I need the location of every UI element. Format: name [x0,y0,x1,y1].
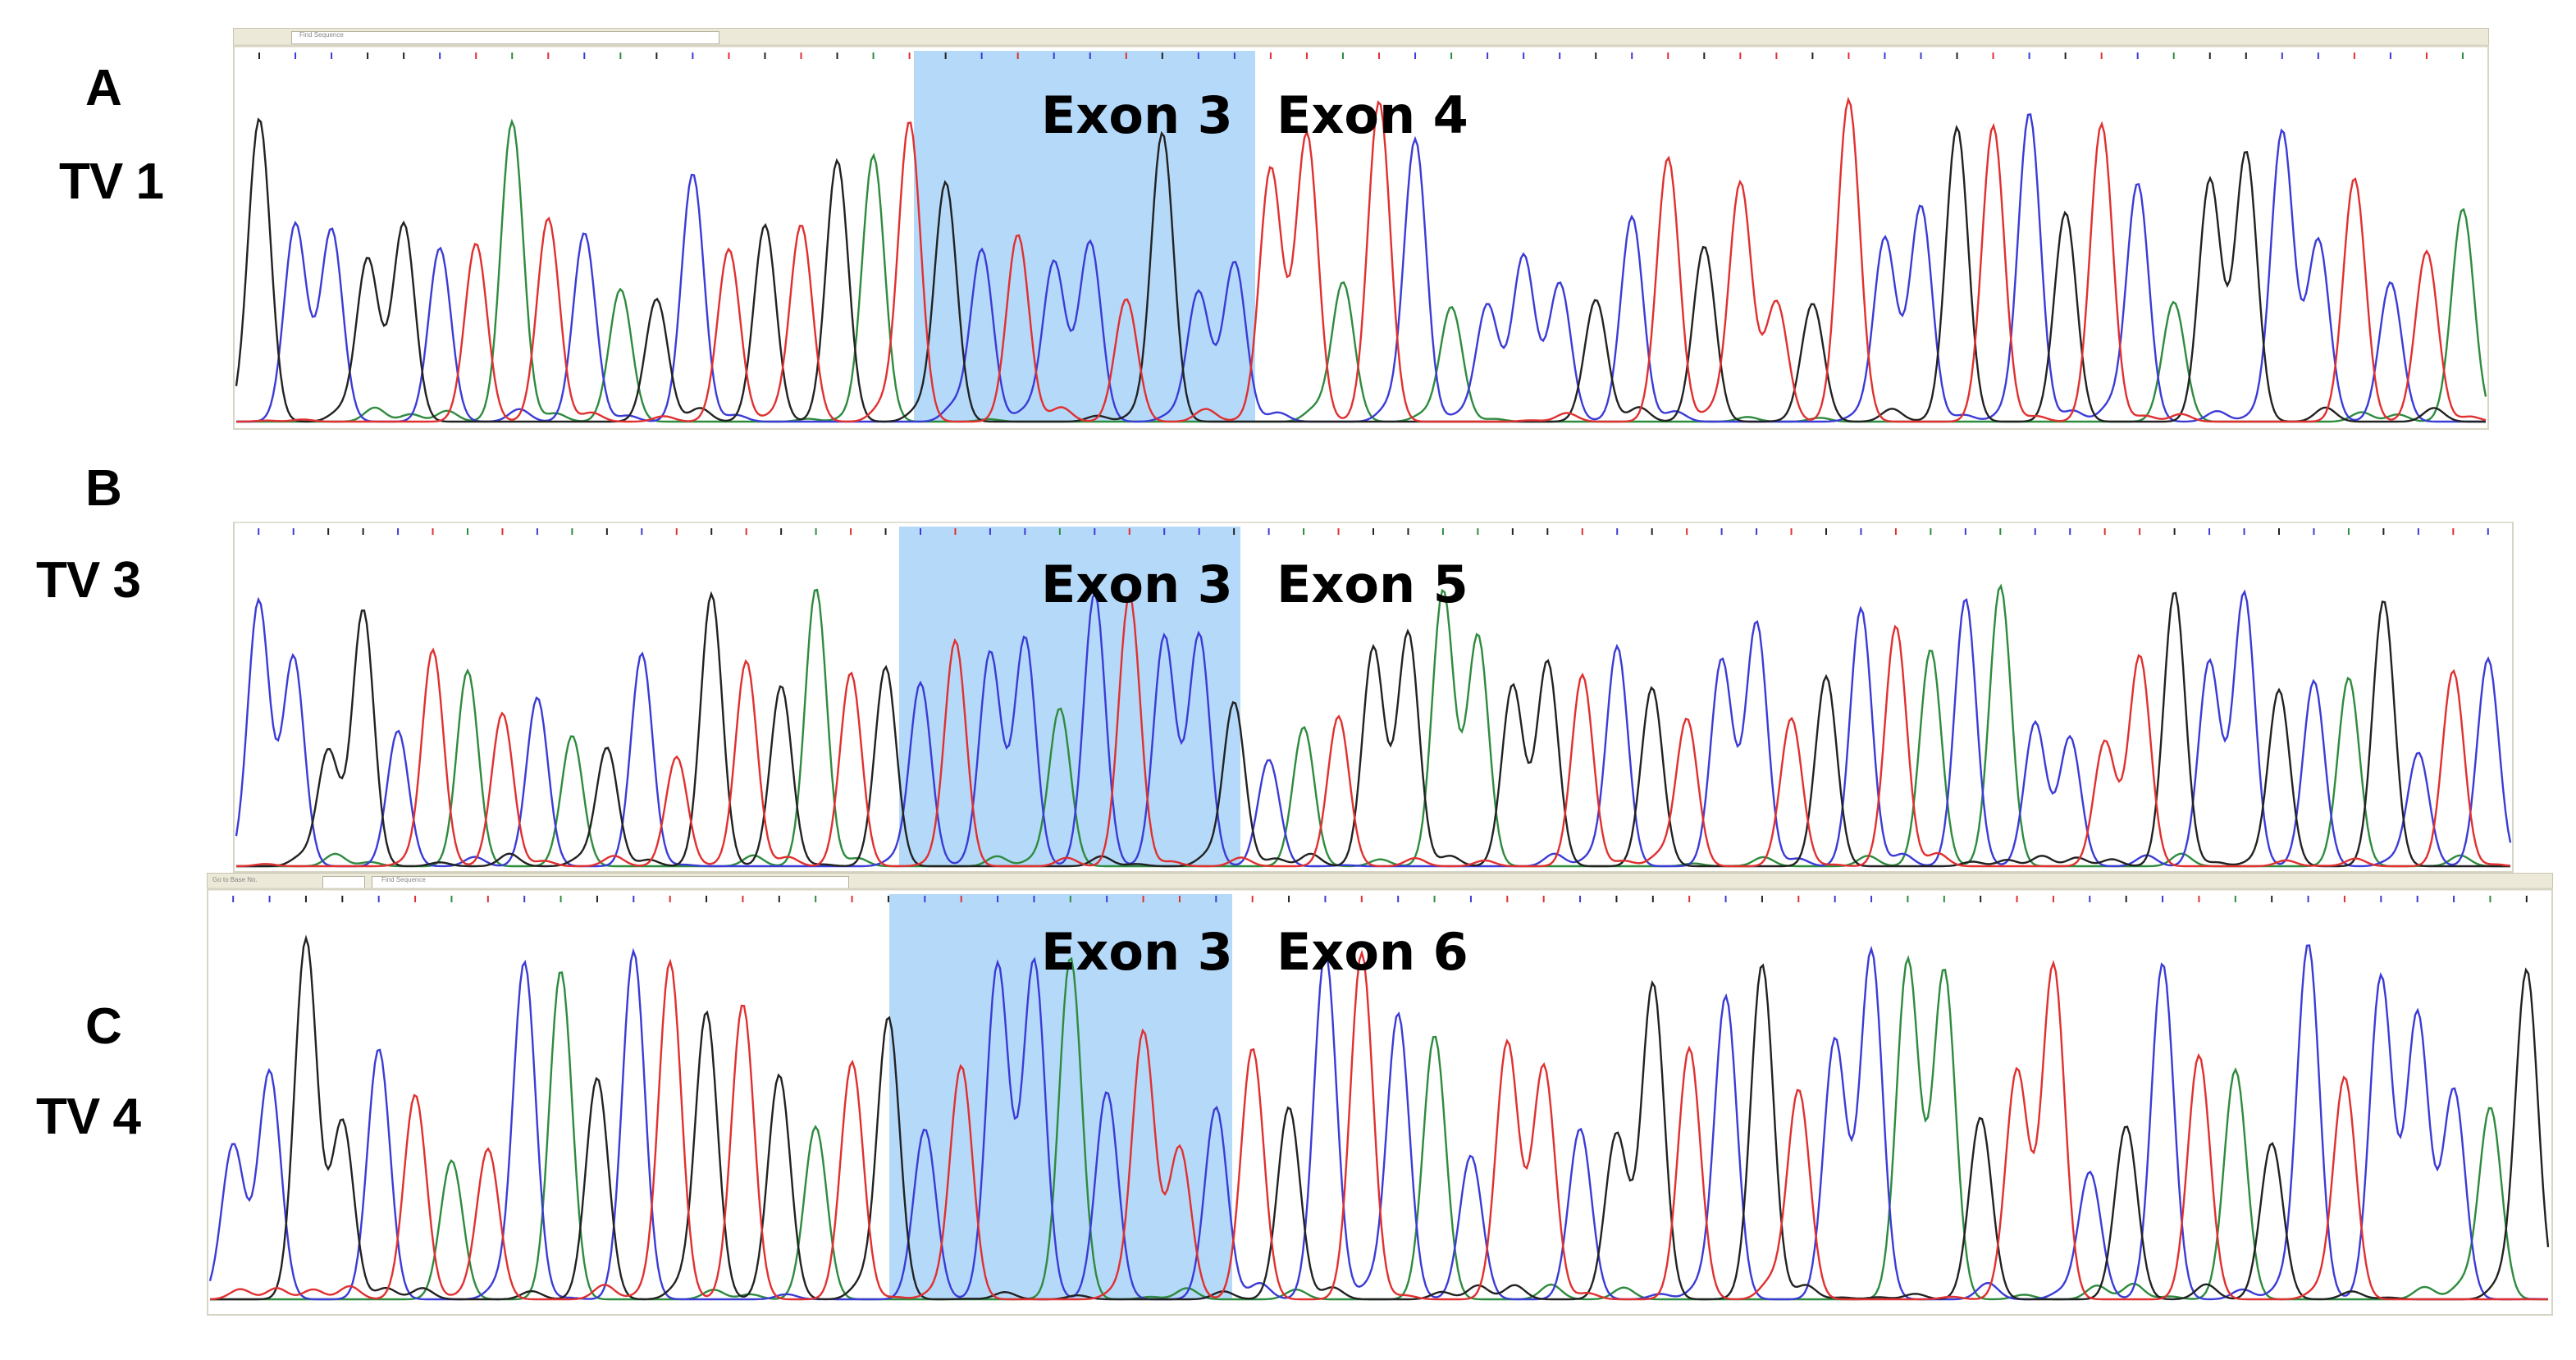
panel-b-tv-label: TV 3 [36,552,141,609]
trace-a [210,955,2548,1301]
chromatogram-panel-c: Go to Base No. Find Sequence Exon 3 Exon… [207,873,2553,1316]
exon3-highlight [914,51,1255,422]
panel-c-exon-right: Exon 6 [1277,922,1468,982]
chromatogram-panel-b: Exon 3 Exon 5 [233,522,2514,873]
find-sequence-label: Find Sequence [299,31,344,39]
panel-b-exon-left: Exon 3 [1041,554,1233,614]
trace-t [236,96,2487,423]
chromatogram-a-svg [233,44,2489,430]
trace-g [210,934,2550,1301]
chromatogram-panel-a: Find Sequence Exon 3 Exon 4 [233,28,2489,430]
trace-g [236,591,2510,868]
chromatogram-frame [233,522,2514,873]
goto-base-label: Go to Base No. [212,876,258,883]
panel-a-exon-right: Exon 4 [1277,85,1468,145]
trace-c [236,113,2486,423]
chromatogram-b-svg [233,522,2514,873]
trace-t [235,592,2511,868]
find-sequence-field[interactable] [291,31,719,44]
trace-c [208,944,2549,1301]
panel-c-exon-left: Exon 3 [1041,922,1233,982]
panel-b-letter: B [85,460,122,517]
panel-a-exon-left: Exon 3 [1041,85,1233,145]
chromatogram-frame [207,888,2553,1316]
trace-t [209,949,2548,1301]
trace-g [235,117,2486,423]
chromatogram-frame [233,44,2489,430]
panel-a-tv-label: TV 1 [59,153,164,210]
panel-c-letter: C [85,998,122,1055]
panel-a-letter: A [85,60,122,116]
find-sequence-label-c: Find Sequence [381,876,426,883]
panel-b-exon-right: Exon 5 [1277,554,1468,614]
exon3-highlight [899,527,1240,866]
panel-c-tv-label: TV 4 [36,1088,141,1145]
exon3-highlight [889,894,1232,1299]
chromatogram-c-svg [207,888,2553,1316]
